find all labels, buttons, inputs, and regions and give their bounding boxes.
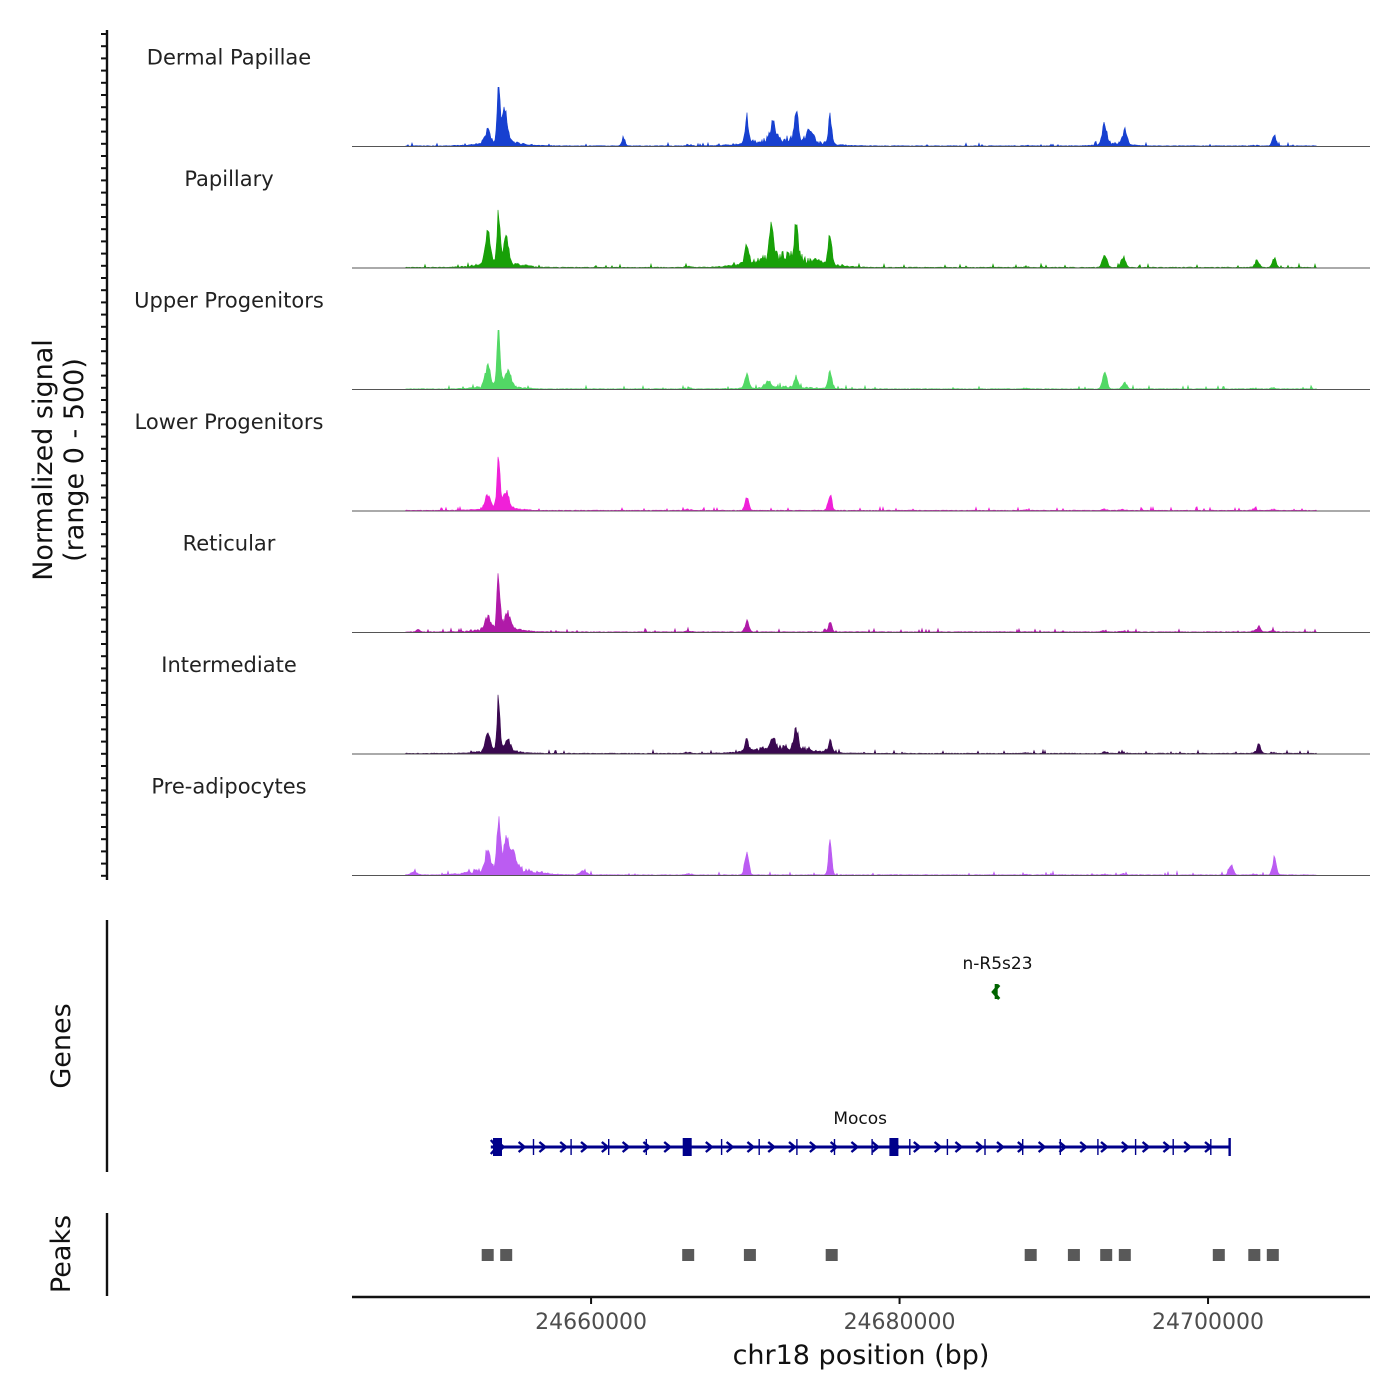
- strand-arrow: [559, 1141, 569, 1153]
- strand-arrow: [601, 1141, 610, 1153]
- peak-region: [1248, 1249, 1261, 1261]
- gene-start-cap: [489, 1139, 499, 1155]
- strand-arrow: [1100, 1141, 1109, 1153]
- track-upper-progenitors: Upper Progenitors: [134, 289, 1370, 390]
- track-pre-adipocytes: Pre-adipocytes: [151, 775, 1370, 876]
- peak-region: [481, 1249, 494, 1261]
- track-lower-progenitors: Lower Progenitors: [135, 410, 1370, 512]
- track-label-pre-adipocytes: Pre-adipocytes: [151, 775, 306, 799]
- strand-arrow: [1141, 1141, 1151, 1153]
- coverage-area-dermal-papillae: [352, 86, 1370, 147]
- gene-name-label: n-R5s23: [962, 954, 1032, 974]
- exon-block: [889, 1138, 899, 1156]
- track-label-intermediate: Intermediate: [161, 653, 297, 677]
- x-tick-label: 24700000: [1152, 1310, 1264, 1335]
- peak-region: [500, 1249, 513, 1261]
- exon-block: [682, 1138, 692, 1156]
- strand-arrow: [954, 1141, 964, 1153]
- strand-arrow: [705, 1141, 714, 1153]
- strand-arrow: [850, 1141, 860, 1153]
- x-axis-ticks: 24660000 24680000 24700000: [535, 1297, 1264, 1335]
- gene-glyph: [991, 984, 1001, 1000]
- strand-arrow: [538, 1141, 548, 1153]
- strand-arrow: [746, 1141, 756, 1153]
- strand-arrow: [1079, 1141, 1089, 1153]
- coverage-area-papillary: [352, 209, 1370, 269]
- genes-track-label: Genes: [46, 1003, 77, 1088]
- coverage-area-lower-progenitors: [352, 456, 1370, 512]
- peak-region: [1118, 1249, 1131, 1261]
- strand-arrow: [933, 1141, 943, 1153]
- peaks-track-label: Peaks: [46, 1215, 77, 1293]
- gene-n-r5s23: n-R5s23: [962, 954, 1033, 1000]
- track-intermediate: Intermediate: [161, 653, 1370, 755]
- peak-region: [1266, 1249, 1279, 1261]
- y-axis-title: Normalized signal: [28, 339, 59, 581]
- peak-region: [825, 1249, 838, 1261]
- strand-arrow: [725, 1141, 735, 1153]
- strand-arrow: [1162, 1141, 1172, 1153]
- track-label-dermal-papillae: Dermal Papillae: [147, 46, 311, 70]
- gene-name-label: Mocos: [833, 1109, 887, 1129]
- genes-track: n-R5s23 Mocos: [489, 954, 1231, 1156]
- signal-y-axis: [101, 30, 109, 880]
- strand-arrow: [871, 1141, 881, 1153]
- strand-arrow: [767, 1141, 777, 1153]
- strand-arrow: [1183, 1141, 1193, 1153]
- strand-arrow: [996, 1141, 1005, 1153]
- coverage-area-upper-progenitors: [352, 329, 1370, 390]
- track-label-reticular: Reticular: [183, 532, 276, 556]
- track-label-lower-progenitors: Lower Progenitors: [135, 410, 324, 434]
- peak-region: [1100, 1249, 1113, 1261]
- strand-arrow: [642, 1141, 652, 1153]
- strand-arrow: [580, 1141, 589, 1153]
- track-dermal-papillae: Dermal Papillae: [147, 46, 1370, 147]
- strand-arrow: [621, 1141, 631, 1153]
- track-reticular: Reticular: [183, 532, 1370, 633]
- peak-region: [743, 1249, 756, 1261]
- strand-arrow: [975, 1141, 985, 1153]
- x-axis-title: chr18 position (bp): [733, 1340, 990, 1371]
- strand-arrow: [809, 1141, 818, 1153]
- track-label-papillary: Papillary: [184, 167, 273, 191]
- strand-arrow: [829, 1141, 839, 1153]
- strand-arrow: [1121, 1141, 1130, 1153]
- track-label-upper-progenitors: Upper Progenitors: [134, 289, 324, 313]
- y-axis-title-range: (range 0 - 500): [59, 358, 90, 562]
- peak-region: [1212, 1249, 1225, 1261]
- strand-arrow: [913, 1141, 922, 1153]
- strand-arrow: [788, 1141, 797, 1153]
- x-tick-label: 24680000: [844, 1310, 956, 1335]
- peaks-track: [481, 1249, 1279, 1261]
- peak-region: [1067, 1249, 1080, 1261]
- coverage-area-pre-adipocytes: [352, 816, 1370, 876]
- peak-region: [1024, 1249, 1037, 1261]
- x-tick-label: 24660000: [535, 1310, 647, 1335]
- peak-region: [682, 1249, 695, 1261]
- strand-arrow: [517, 1141, 527, 1153]
- strand-arrow: [1037, 1141, 1047, 1153]
- strand-arrow: [663, 1141, 673, 1153]
- gene-mocos: Mocos: [489, 1109, 1231, 1156]
- strand-arrow: [1017, 1141, 1026, 1153]
- strand-arrow: [1058, 1141, 1068, 1153]
- coverage-area-intermediate: [352, 694, 1370, 755]
- coverage-tracks: Dermal Papillae Papillary Upper Progenitor…: [134, 46, 1370, 876]
- track-papillary: Papillary: [184, 167, 1370, 269]
- coverage-area-reticular: [352, 573, 1370, 633]
